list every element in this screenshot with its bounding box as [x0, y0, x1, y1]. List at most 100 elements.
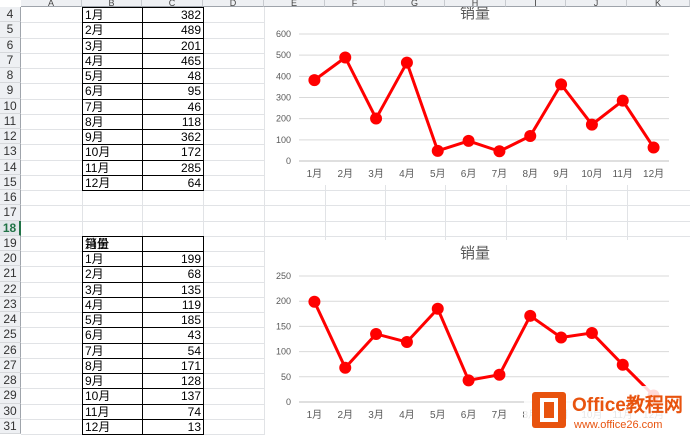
sales-value-cell[interactable]: 68: [187, 267, 201, 282]
sales-value-cell[interactable]: 489: [180, 23, 201, 38]
sales-value-cell[interactable]: 199: [180, 252, 201, 266]
row-header-27[interactable]: 27: [0, 357, 21, 373]
sales-value-cell[interactable]: 465: [180, 53, 201, 68]
month-cell[interactable]: 8月: [85, 114, 104, 129]
chart-1-svg: 销量 0 100 200 300 400 500 600 1月 2月 3月 4月 5月 6月 7月 8月 9月 1…: [276, 7, 669, 180]
month-cell[interactable]: 9月: [85, 130, 104, 144]
month-cell[interactable]: 12月: [85, 419, 111, 434]
month-cell[interactable]: 3月: [85, 38, 104, 53]
sales-value-cell[interactable]: 137: [180, 389, 201, 404]
row-header-15[interactable]: 15: [0, 174, 21, 190]
sales-value-cell[interactable]: 54: [187, 343, 201, 358]
month-cell[interactable]: 7月: [85, 99, 104, 114]
chart-title: 销量: [460, 245, 490, 262]
sales-value-cell[interactable]: 13: [187, 419, 201, 434]
grid-row-line: [21, 205, 690, 207]
sales-value-cell[interactable]: 135: [180, 282, 201, 297]
row-header-26[interactable]: 26: [0, 342, 21, 358]
row-header-24[interactable]: 24: [0, 312, 21, 328]
row-header-4[interactable]: 4: [0, 7, 21, 23]
column-header-k[interactable]: K: [627, 0, 690, 7]
month-cell[interactable]: 3月: [85, 282, 104, 297]
sales-value-cell[interactable]: 382: [180, 8, 201, 22]
month-cell[interactable]: 11月: [85, 404, 110, 419]
sales-value-cell[interactable]: 43: [187, 328, 201, 343]
sales-value-cell[interactable]: 285: [180, 160, 201, 175]
column-header-i[interactable]: I: [506, 0, 566, 7]
row-header-18[interactable]: 18: [0, 220, 21, 236]
month-cell[interactable]: 12月: [85, 175, 111, 190]
sales-value-cell[interactable]: 362: [180, 130, 201, 144]
sales-value-cell[interactable]: 171: [180, 358, 201, 373]
sales-value-cell[interactable]: 64: [187, 175, 201, 190]
month-cell[interactable]: 8月: [85, 358, 104, 373]
sales-value-cell[interactable]: 48: [187, 69, 201, 83]
row-header-19[interactable]: 19: [0, 235, 21, 251]
row-header-25[interactable]: 25: [0, 327, 21, 343]
watermark-url: www.office26.com: [573, 419, 662, 431]
month-cell[interactable]: 7月: [85, 343, 104, 358]
column-header-e[interactable]: E: [264, 0, 325, 7]
data-point: [555, 78, 568, 91]
row-header-31[interactable]: 31: [0, 418, 21, 434]
line-chart-1[interactable]: 销量 0 100 200 300 400 500 600 1月 2月 3月 4月 5月 6月 7月 8月 9月 1…: [265, 7, 690, 185]
x-tick-label: 9月: [553, 168, 569, 180]
row-header-16[interactable]: 16: [0, 190, 21, 206]
month-cell[interactable]: 11月: [85, 160, 110, 175]
month-cell[interactable]: 4月: [85, 53, 104, 68]
row-header-7[interactable]: 7: [0, 52, 21, 68]
month-cell[interactable]: 10月: [85, 145, 111, 160]
sales-value-cell[interactable]: 95: [187, 84, 201, 99]
month-cell[interactable]: 2月: [85, 267, 104, 282]
row-header-11[interactable]: 11: [0, 113, 21, 129]
month-cell[interactable]: 10月: [85, 389, 111, 404]
column-header-b[interactable]: B: [82, 0, 142, 7]
row-header-8[interactable]: 8: [0, 68, 21, 84]
row-header-17[interactable]: 17: [0, 205, 21, 221]
column-header-h[interactable]: H: [445, 0, 506, 7]
row-header-29[interactable]: 29: [0, 388, 21, 404]
x-tick-label: 6月: [461, 168, 477, 180]
sales-value-cell[interactable]: 119: [181, 297, 201, 312]
sales-value-cell[interactable]: 46: [187, 99, 201, 114]
column-header-j[interactable]: J: [566, 0, 627, 7]
month-cell[interactable]: 2月: [85, 23, 104, 38]
sales-value-cell[interactable]: 185: [180, 313, 201, 327]
row-header-5[interactable]: 5: [0, 22, 21, 38]
column-header-g[interactable]: G: [385, 0, 445, 7]
table-header-sales[interactable]: 销量: [85, 236, 110, 251]
month-cell[interactable]: 1月: [85, 252, 104, 266]
row-header-21[interactable]: 21: [0, 266, 21, 282]
row-header-28[interactable]: 28: [0, 373, 21, 389]
row-header-12[interactable]: 12: [0, 129, 21, 145]
data-point: [462, 134, 475, 147]
sales-value-cell[interactable]: 74: [187, 404, 201, 419]
month-cell[interactable]: 4月: [85, 297, 104, 312]
month-cell[interactable]: 9月: [85, 374, 104, 388]
table1-row-line: [82, 129, 203, 130]
sales-value-cell[interactable]: 128: [180, 374, 201, 388]
column-header-d[interactable]: D: [203, 0, 264, 7]
sales-value-cell[interactable]: 172: [180, 145, 201, 160]
sales-value-cell[interactable]: 118: [181, 114, 201, 129]
month-cell[interactable]: 6月: [85, 84, 104, 99]
month-cell[interactable]: 5月: [85, 69, 104, 83]
column-header-f[interactable]: F: [325, 0, 385, 7]
column-header-a[interactable]: A: [21, 0, 82, 7]
row-header-30[interactable]: 30: [0, 403, 21, 419]
month-cell[interactable]: 1月: [85, 8, 104, 22]
row-header-20[interactable]: 20: [0, 251, 21, 267]
row-header-9[interactable]: 9: [0, 83, 21, 99]
row-header-13[interactable]: 13: [0, 144, 21, 160]
month-cell[interactable]: 5月: [85, 313, 104, 327]
column-header-c[interactable]: C: [142, 0, 203, 7]
row-header-6[interactable]: 6: [0, 37, 21, 53]
row-header-10[interactable]: 10: [0, 98, 21, 114]
sales-value-cell[interactable]: 201: [180, 38, 201, 53]
table-header-month[interactable]: 月份: [85, 236, 110, 251]
month-cell[interactable]: 6月: [85, 328, 104, 343]
row-header-22[interactable]: 22: [0, 281, 21, 297]
row-header-23[interactable]: 23: [0, 296, 21, 312]
x-tick-label: 10月: [581, 168, 602, 180]
row-header-14[interactable]: 14: [0, 159, 21, 175]
